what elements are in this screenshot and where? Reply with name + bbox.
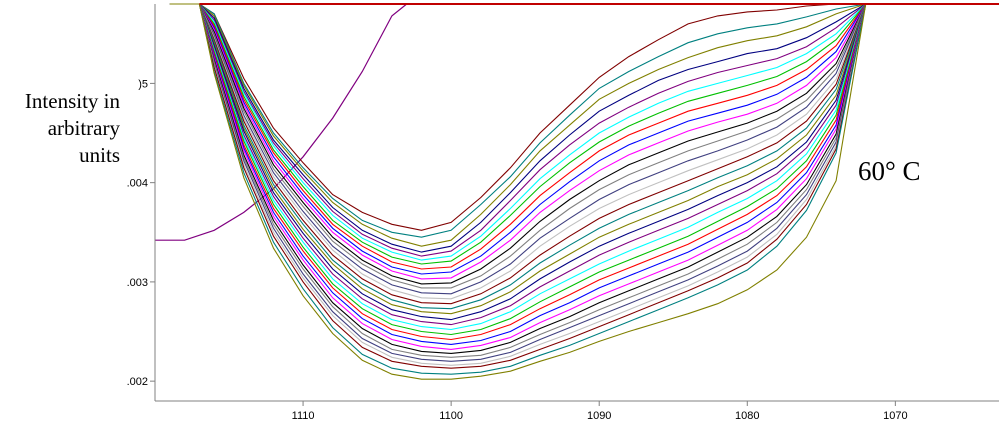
series-line-9: [169, 3, 911, 275]
series-line-28: [169, 3, 911, 366]
series-line-30: [169, 3, 911, 375]
series-line-19: [169, 3, 911, 326]
series-line-15: [169, 3, 911, 305]
axes: 1110 1100 1090 1080 1070 .002 .003 .004 )5: [127, 4, 999, 422]
series-line-22: [169, 3, 911, 341]
series-line-7: [169, 3, 911, 265]
temperature-annotation: 60° C: [858, 156, 921, 186]
y-tick-label-2: .004: [127, 178, 148, 190]
y-axis-label-line-2: arbitrary: [47, 116, 120, 140]
series-line-31: [169, 3, 911, 380]
y-tick-label-1: .003: [127, 277, 148, 289]
series-line-16: [169, 3, 911, 310]
x-tick-label-1080: 1080: [735, 410, 759, 422]
series-line-18: [169, 3, 911, 321]
series-line-26: [169, 3, 911, 358]
ramp-series-line: [155, 3, 999, 241]
y-axis-label: Intensity in arbitrary units: [0, 88, 120, 169]
series-line-2: [169, 3, 911, 238]
series-line-20: [169, 3, 911, 331]
plot-area: [155, 3, 999, 380]
y-axis-label-line-3: units: [79, 143, 120, 167]
series-line-6: [169, 3, 911, 261]
series-line-23: [169, 3, 911, 345]
series-line-4: [169, 3, 911, 253]
x-tick-label-1090: 1090: [587, 410, 611, 422]
series-line-5: [169, 3, 911, 257]
series-line-12: [169, 3, 911, 289]
y-axis-label-line-1: Intensity in: [24, 89, 120, 113]
series-line-1: [169, 3, 911, 231]
series-line-21: [169, 3, 911, 336]
series-line-3: [169, 3, 911, 247]
series-line-11: [169, 3, 911, 285]
series-line-10: [169, 3, 911, 280]
y-tick-label-0: .002: [127, 376, 148, 388]
series-line-17: [169, 3, 911, 315]
x-tick-label-1100: 1100: [439, 410, 463, 422]
series-line-25: [169, 3, 911, 354]
series-line-24: [169, 3, 911, 350]
series-line-8: [169, 3, 911, 270]
series-line-13: [169, 3, 911, 295]
y-tick-label-3: )5: [138, 78, 148, 90]
series-line-14: [169, 3, 911, 300]
series-line-27: [169, 3, 911, 362]
x-tick-label-1070: 1070: [883, 410, 907, 422]
series-line-29: [169, 3, 911, 369]
x-tick-label-1110: 1110: [292, 410, 315, 422]
